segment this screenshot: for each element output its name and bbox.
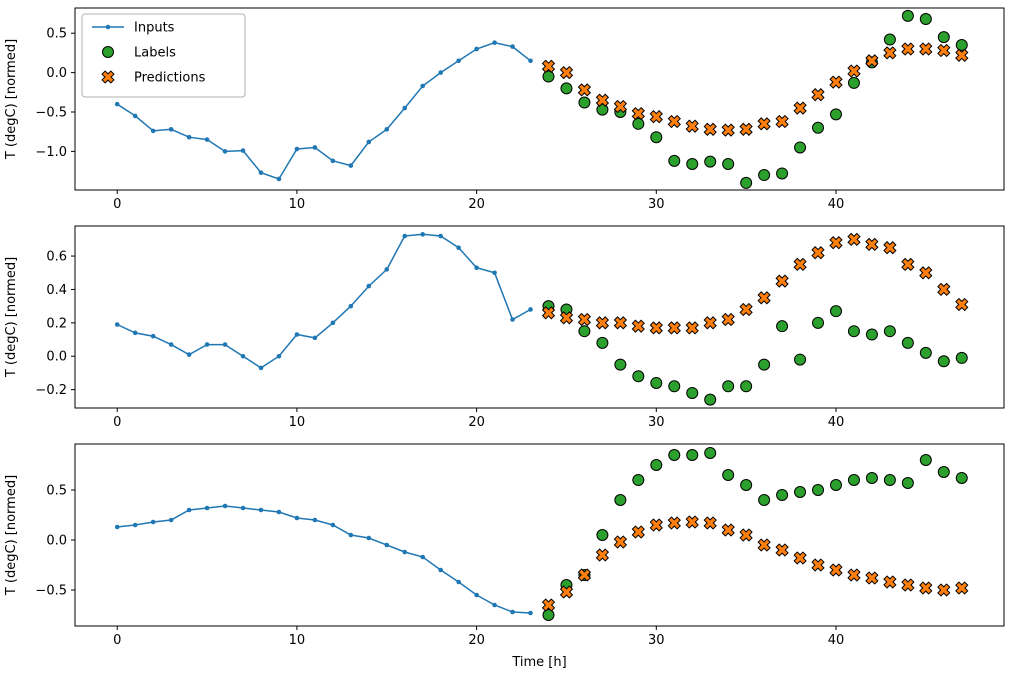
x-tick-label: 40 <box>828 415 845 430</box>
axes-spines <box>74 7 1005 191</box>
y-axis-label: T (degC) [normed] <box>4 39 19 160</box>
legend-item-label: Inputs <box>134 21 175 36</box>
x-tick-label: 0 <box>113 197 121 212</box>
subplot-middle-canvas: 0 10 20 30 40 0.6 0.4 0.2 0.0 −0.2 T (degC) [norme… <box>4 225 1005 430</box>
series-predictions <box>541 42 969 137</box>
y-tick-label: 0.0 <box>46 350 67 365</box>
series-inputs <box>114 503 533 616</box>
y-tick-label: 0.5 <box>46 27 67 42</box>
x-ticks: 0 10 20 30 40 <box>113 626 844 648</box>
series-predictions <box>541 232 969 335</box>
series-inputs <box>114 40 533 182</box>
x-tick-label: 30 <box>648 415 665 430</box>
y-ticks: 0.5 0.0 −0.5 <box>35 484 75 599</box>
x-tick-label: 20 <box>468 197 485 212</box>
x-tick-label: 20 <box>468 415 485 430</box>
y-tick-label: 0.4 <box>46 283 67 298</box>
subplot-middle: 0 10 20 30 40 0.6 0.4 0.2 0.0 −0.2 T (degC) [norme… <box>0 218 1012 436</box>
axes-spines <box>74 225 1005 409</box>
x-tick-label: 10 <box>289 197 306 212</box>
series-labels <box>542 300 968 406</box>
series-labels <box>542 447 968 621</box>
y-ticks: 0.5 0.0 −0.5 −1.0 <box>35 27 75 160</box>
x-tick-label: 40 <box>828 197 845 212</box>
y-tick-label: 0.6 <box>46 250 67 265</box>
x-axis-label: Time [h] <box>512 655 567 670</box>
subplot-top: 0 10 20 30 40 0.5 0.0 −0.5 −1.0 T (degC) [normed]… <box>0 0 1012 218</box>
y-ticks: 0.6 0.4 0.2 0.0 −0.2 <box>35 250 75 398</box>
x-tick-label: 30 <box>648 633 665 648</box>
series-predictions <box>541 515 969 612</box>
legend: Inputs Labels Predictions <box>81 13 246 98</box>
legend-item-label: Labels <box>134 46 176 61</box>
series-labels <box>542 9 968 189</box>
series-inputs <box>114 232 533 371</box>
x-ticks: 0 10 20 30 40 <box>113 190 844 212</box>
subplot-bottom-canvas: 0 10 20 30 40 0.5 0.0 −0.5 T (degC) [normed] <box>4 443 1005 648</box>
y-tick-label: −0.5 <box>35 584 67 599</box>
x-tick-label: 10 <box>289 415 306 430</box>
subplot-bottom: 0 10 20 30 40 0.5 0.0 −0.5 T (degC) [normed] <box>0 436 1012 654</box>
y-tick-label: 0.5 <box>46 484 67 499</box>
legend-item-label: Predictions <box>134 71 206 86</box>
x-tick-label: 30 <box>648 197 665 212</box>
legend-labels-swatch <box>102 46 114 58</box>
y-tick-label: −1.0 <box>35 145 67 160</box>
x-tick-label: 10 <box>289 633 306 648</box>
axes-spines <box>74 443 1005 627</box>
legend-predictions-swatch <box>101 70 115 84</box>
x-tick-label: 0 <box>113 633 121 648</box>
y-axis-label: T (degC) [normed] <box>4 257 19 378</box>
y-tick-label: 0.0 <box>46 66 67 81</box>
x-ticks: 0 10 20 30 40 <box>113 408 844 430</box>
subplot-top-canvas: 0 10 20 30 40 0.5 0.0 −0.5 −1.0 T (degC) [normed]… <box>4 7 1005 212</box>
x-tick-label: 0 <box>113 415 121 430</box>
y-tick-label: −0.2 <box>35 383 67 398</box>
y-tick-label: 0.2 <box>46 316 67 331</box>
x-tick-label: 40 <box>828 633 845 648</box>
y-tick-label: −0.5 <box>35 106 67 121</box>
y-tick-label: 0.0 <box>46 534 67 549</box>
y-axis-label: T (degC) [normed] <box>4 475 19 596</box>
x-tick-label: 20 <box>468 633 485 648</box>
